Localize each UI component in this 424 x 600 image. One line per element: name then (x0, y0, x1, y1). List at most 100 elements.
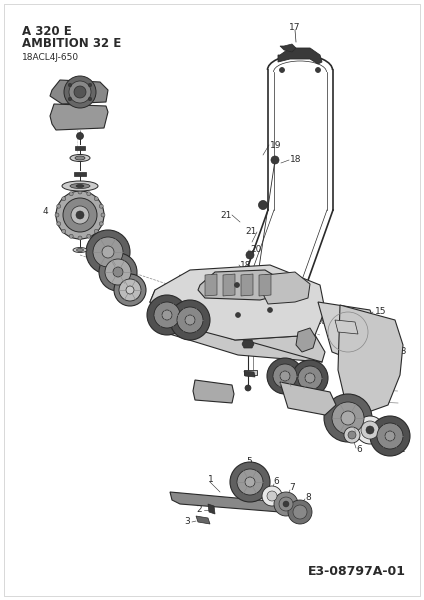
Polygon shape (193, 380, 234, 403)
Circle shape (113, 267, 123, 277)
Circle shape (356, 416, 384, 444)
Circle shape (361, 421, 379, 439)
Circle shape (69, 81, 91, 103)
Ellipse shape (76, 185, 84, 187)
Polygon shape (280, 44, 296, 52)
Circle shape (280, 371, 290, 381)
Circle shape (88, 83, 92, 87)
Text: 5: 5 (246, 457, 252, 467)
Text: 2: 2 (196, 505, 202, 514)
Text: 18: 18 (290, 155, 301, 164)
Circle shape (126, 286, 134, 294)
Circle shape (230, 462, 270, 502)
Circle shape (55, 213, 59, 217)
Circle shape (235, 313, 240, 317)
Text: 6: 6 (273, 478, 279, 487)
Circle shape (71, 206, 89, 224)
Polygon shape (244, 370, 257, 375)
Circle shape (279, 497, 293, 511)
Circle shape (78, 190, 82, 194)
Text: 9: 9 (354, 400, 360, 409)
Circle shape (245, 477, 255, 487)
Circle shape (68, 83, 72, 87)
Polygon shape (278, 48, 322, 64)
Circle shape (170, 300, 210, 340)
Circle shape (292, 360, 328, 396)
Circle shape (267, 491, 277, 501)
Ellipse shape (62, 181, 98, 191)
Circle shape (101, 213, 105, 217)
Circle shape (279, 67, 285, 73)
Circle shape (162, 310, 172, 320)
Circle shape (147, 295, 187, 335)
Circle shape (185, 315, 195, 325)
Circle shape (332, 402, 364, 434)
Circle shape (62, 197, 66, 201)
Circle shape (63, 198, 97, 232)
Polygon shape (205, 274, 217, 296)
Circle shape (298, 366, 322, 390)
Text: 21: 21 (245, 227, 257, 236)
Circle shape (385, 431, 395, 441)
Circle shape (78, 236, 82, 240)
Circle shape (64, 76, 96, 108)
Circle shape (273, 364, 297, 388)
Polygon shape (241, 274, 253, 296)
Circle shape (348, 431, 356, 439)
Ellipse shape (70, 154, 90, 161)
Circle shape (262, 486, 282, 506)
Circle shape (271, 156, 279, 164)
Circle shape (283, 501, 289, 507)
Circle shape (105, 259, 131, 285)
Polygon shape (280, 382, 336, 415)
Circle shape (154, 302, 180, 328)
Text: 6: 6 (356, 445, 362, 455)
Circle shape (68, 97, 72, 101)
Text: 20: 20 (250, 245, 261, 254)
Circle shape (56, 191, 104, 239)
Circle shape (324, 394, 372, 442)
Polygon shape (196, 516, 210, 524)
Polygon shape (208, 504, 215, 514)
Circle shape (315, 67, 321, 73)
Circle shape (76, 211, 84, 219)
Text: 8: 8 (305, 493, 311, 502)
Circle shape (177, 307, 203, 333)
Ellipse shape (70, 184, 90, 188)
Circle shape (341, 411, 355, 425)
Circle shape (259, 200, 268, 209)
Circle shape (102, 246, 114, 258)
Text: 18ACL4J-650: 18ACL4J-650 (22, 53, 79, 62)
Circle shape (245, 385, 251, 391)
Polygon shape (259, 274, 271, 296)
Polygon shape (50, 104, 108, 130)
Circle shape (87, 192, 91, 196)
Circle shape (246, 251, 254, 259)
Circle shape (377, 423, 403, 449)
Circle shape (268, 307, 273, 313)
Circle shape (366, 426, 374, 434)
Text: 11: 11 (395, 445, 407, 455)
Circle shape (288, 500, 312, 524)
Text: 1: 1 (208, 475, 214, 485)
Circle shape (57, 222, 61, 226)
Polygon shape (338, 305, 403, 415)
Text: 3: 3 (184, 517, 190, 527)
Text: A 320 E: A 320 E (22, 25, 72, 38)
Polygon shape (318, 302, 378, 362)
Polygon shape (75, 146, 85, 150)
Circle shape (94, 229, 98, 233)
Polygon shape (150, 265, 325, 340)
Polygon shape (150, 290, 325, 362)
Text: E3-08797A-01: E3-08797A-01 (308, 565, 406, 578)
Text: 13: 13 (396, 347, 407, 356)
Polygon shape (262, 272, 310, 304)
Text: 19: 19 (270, 140, 282, 149)
Circle shape (76, 133, 84, 139)
Polygon shape (170, 492, 284, 512)
Polygon shape (296, 328, 316, 352)
Text: 15: 15 (375, 307, 387, 317)
Circle shape (99, 253, 137, 291)
Text: 17: 17 (289, 23, 301, 32)
Circle shape (57, 204, 61, 208)
